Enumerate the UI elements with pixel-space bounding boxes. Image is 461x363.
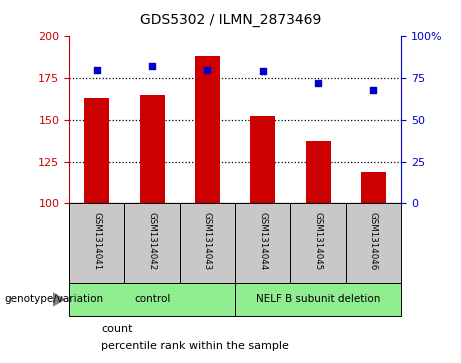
Point	[204, 67, 211, 73]
Text: GSM1314046: GSM1314046	[369, 212, 378, 271]
Point	[314, 80, 322, 86]
Bar	[84, 98, 109, 203]
Text: GSM1314044: GSM1314044	[258, 212, 267, 271]
Bar	[290, 203, 346, 283]
Text: percentile rank within the sample: percentile rank within the sample	[101, 340, 290, 351]
Bar	[69, 203, 124, 283]
Point	[370, 87, 377, 93]
Text: genotype/variation: genotype/variation	[5, 294, 104, 305]
Text: count: count	[101, 323, 133, 334]
Text: GDS5302 / ILMN_2873469: GDS5302 / ILMN_2873469	[140, 13, 321, 27]
Text: GSM1314041: GSM1314041	[92, 212, 101, 271]
Bar	[250, 117, 275, 203]
Polygon shape	[53, 293, 65, 306]
Bar	[306, 142, 331, 203]
Text: GSM1314045: GSM1314045	[313, 212, 323, 271]
Bar	[346, 203, 401, 283]
Bar	[361, 172, 386, 203]
Bar	[140, 95, 165, 203]
Bar	[124, 203, 180, 283]
Bar	[180, 203, 235, 283]
Text: GSM1314042: GSM1314042	[148, 212, 157, 271]
Bar	[235, 203, 290, 283]
Point	[259, 69, 266, 74]
Text: control: control	[134, 294, 170, 305]
Text: GSM1314043: GSM1314043	[203, 212, 212, 271]
Bar	[195, 56, 220, 203]
Text: NELF B subunit deletion: NELF B subunit deletion	[256, 294, 380, 305]
Bar	[235, 283, 401, 316]
Bar	[69, 283, 235, 316]
Point	[93, 67, 100, 73]
Point	[148, 64, 156, 69]
